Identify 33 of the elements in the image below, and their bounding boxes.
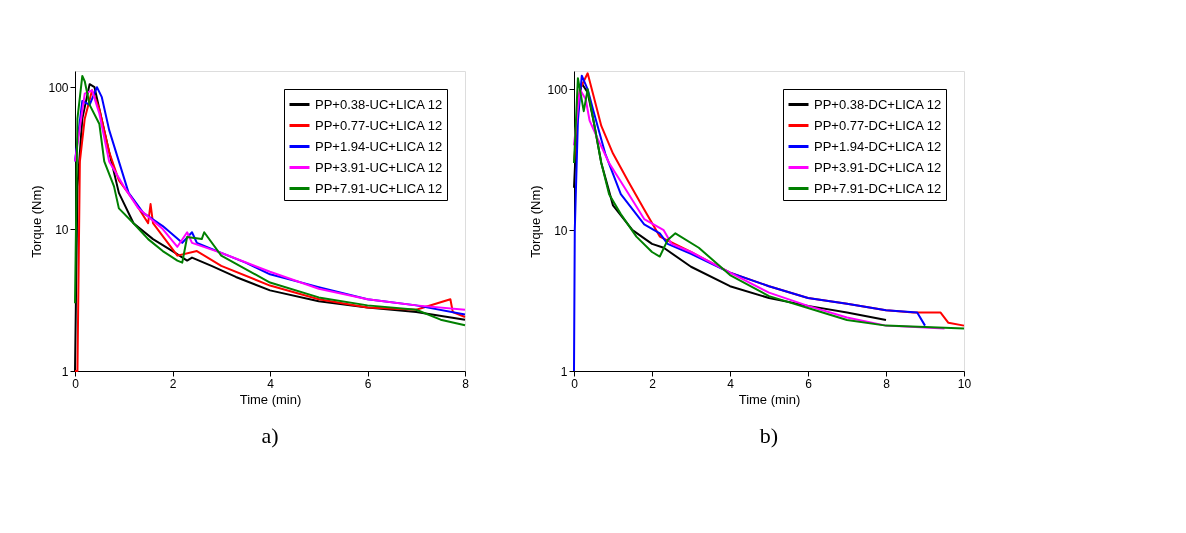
x-tick-label: 10 [957,376,972,391]
legend-label: PP+0.77-UC+LICA 12 [315,117,443,133]
x-tick-label: 0 [571,376,579,391]
x-tick-label: 6 [364,376,372,391]
legend-label: PP+7.91-DC+LICA 12 [814,180,942,196]
x-tick-label: 8 [883,376,891,391]
x-axis-title: Time (min) [738,391,801,407]
x-tick-label: 6 [805,376,813,391]
legend-label: PP+0.77-DC+LICA 12 [814,117,942,133]
x-tick-label: 4 [267,376,275,391]
x-tick-label: 4 [727,376,735,391]
legend-label: PP+3.91-UC+LICA 12 [315,159,443,175]
x-tick-label: 8 [462,376,470,391]
legend-label: PP+1.94-UC+LICA 12 [315,138,443,154]
y-tick-label: 100 [48,80,69,95]
text: b) [759,423,779,448]
x-axis-title: Time (min) [239,391,302,407]
legend-label: PP+0.38-UC+LICA 12 [315,96,443,112]
y-tick-label: 1 [61,364,69,379]
text: a) [261,423,279,448]
x-tick-label: 0 [72,376,80,391]
legend-label: PP+7.91-UC+LICA 12 [315,180,443,196]
x-tick-label: 2 [169,376,177,391]
x-tick-label: 2 [649,376,657,391]
y-tick-label: 100 [547,82,568,97]
legend-label: PP+0.38-DC+LICA 12 [814,96,942,112]
legend-label: PP+3.91-DC+LICA 12 [814,159,942,175]
legend-label: PP+1.94-DC+LICA 12 [814,138,942,154]
y-tick-label: 1 [560,364,568,379]
y-tick-label: 10 [554,223,568,238]
y-axis-title: Torque (Nm) [29,185,45,258]
y-axis-title: Torque (Nm) [528,185,544,258]
y-tick-label: 10 [55,222,69,237]
